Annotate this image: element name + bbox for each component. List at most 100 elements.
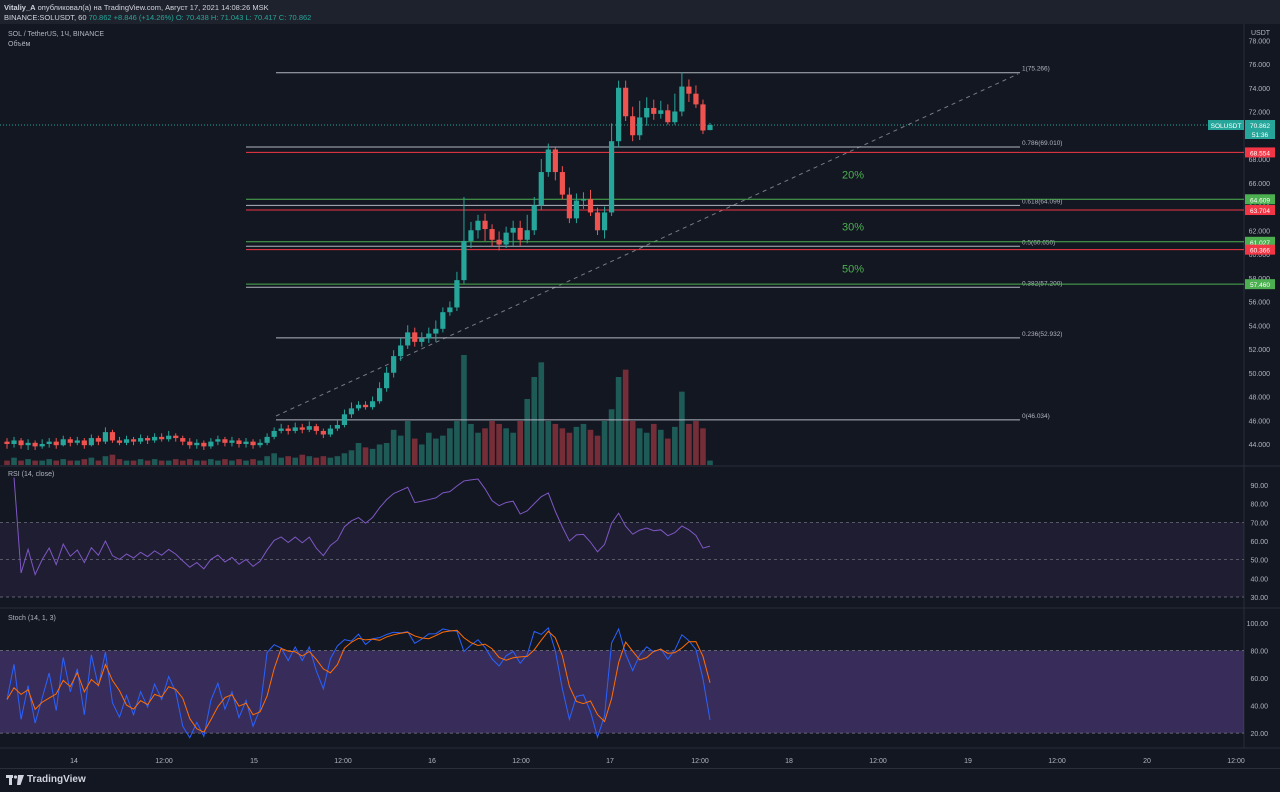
candle-body[interactable] <box>102 432 109 442</box>
candle-body[interactable] <box>74 440 80 443</box>
candle-body[interactable] <box>236 440 242 444</box>
candle-body[interactable] <box>587 199 594 213</box>
candle-body[interactable] <box>145 438 151 441</box>
candle-body[interactable] <box>658 110 664 114</box>
candle-body[interactable] <box>672 111 678 123</box>
fib-trend-line[interactable] <box>275 73 1019 417</box>
candle-body[interactable] <box>166 435 172 440</box>
candle-body[interactable] <box>594 212 601 231</box>
candle-body[interactable] <box>159 436 165 440</box>
candle-body[interactable] <box>152 436 158 441</box>
candle-body[interactable] <box>362 404 369 408</box>
candle-body[interactable] <box>503 232 509 245</box>
candle-body[interactable] <box>299 427 305 430</box>
chart-canvas[interactable]: 44.000 46.000 48.000 50.000 52.000 54.000 56.0… <box>0 24 1280 768</box>
candle-body[interactable] <box>468 230 474 241</box>
candle-body[interactable] <box>109 432 116 441</box>
candle-body[interactable] <box>53 441 59 446</box>
candle-body[interactable] <box>601 212 608 231</box>
candle-body[interactable] <box>285 428 291 431</box>
candle-body[interactable] <box>376 388 383 402</box>
candle-body[interactable] <box>123 439 130 443</box>
candle-body[interactable] <box>271 430 277 437</box>
candle-body[interactable] <box>180 438 186 442</box>
candle-body[interactable] <box>693 93 699 105</box>
candle-body[interactable] <box>25 442 31 446</box>
candle-body[interactable] <box>475 220 481 231</box>
candle-body[interactable] <box>398 345 404 357</box>
candle-body[interactable] <box>412 332 418 342</box>
candle-body[interactable] <box>665 110 671 123</box>
candle-body[interactable] <box>11 440 17 444</box>
candle-body[interactable] <box>201 442 207 447</box>
candle-body[interactable] <box>243 441 249 444</box>
candle-body[interactable] <box>644 107 650 118</box>
candle-body[interactable] <box>95 438 101 442</box>
candle-body[interactable] <box>229 440 235 443</box>
candle-body[interactable] <box>517 227 523 240</box>
candle-body[interactable] <box>566 194 572 219</box>
candle-body[interactable] <box>545 149 551 173</box>
candle-body[interactable] <box>320 430 326 435</box>
candle-body[interactable] <box>32 442 38 447</box>
candle-body[interactable] <box>257 442 263 446</box>
candle-body[interactable] <box>173 435 179 439</box>
candle-body[interactable] <box>215 439 221 442</box>
candle-body[interactable] <box>580 199 587 201</box>
candle-body[interactable] <box>278 428 284 431</box>
candle-body[interactable] <box>433 328 439 334</box>
candle-body[interactable] <box>348 408 355 415</box>
candle-body[interactable] <box>482 220 488 230</box>
candle-body[interactable] <box>510 227 516 233</box>
candle-body[interactable] <box>369 401 376 408</box>
candle-body[interactable] <box>630 116 636 136</box>
candle-body[interactable] <box>130 439 137 442</box>
candle-body[interactable] <box>137 438 144 442</box>
candle-body[interactable] <box>341 414 348 425</box>
candle-body[interactable] <box>250 441 256 446</box>
candle-body[interactable] <box>461 240 467 281</box>
candle-body[interactable] <box>306 426 312 430</box>
candle-body[interactable] <box>700 104 706 131</box>
candle-body[interactable] <box>18 440 24 446</box>
candle-body[interactable] <box>686 86 692 94</box>
tradingview-logo[interactable]: TradingView <box>6 774 86 785</box>
candle-body[interactable] <box>46 441 52 444</box>
candle-body[interactable] <box>531 205 537 231</box>
candle-body[interactable] <box>651 107 657 114</box>
candle-body[interactable] <box>419 338 425 342</box>
candle-body[interactable] <box>116 440 123 443</box>
candle-body[interactable] <box>39 444 45 447</box>
candle-body[interactable] <box>194 442 200 446</box>
candle-body[interactable] <box>440 312 446 329</box>
candle-body[interactable] <box>292 427 298 431</box>
candle-body[interactable] <box>637 117 643 136</box>
candle-body[interactable] <box>608 141 615 213</box>
candle-body[interactable] <box>81 440 87 446</box>
candle-body[interactable] <box>187 441 193 446</box>
candle-body[interactable] <box>524 230 530 240</box>
candle-body[interactable] <box>88 438 94 446</box>
candle-body[interactable] <box>426 333 432 339</box>
candle-body[interactable] <box>327 428 333 435</box>
candle-body[interactable] <box>559 172 565 195</box>
candle-body[interactable] <box>334 425 341 429</box>
candle-body[interactable] <box>616 87 622 142</box>
author-name[interactable]: Vitaliy_A <box>4 3 36 12</box>
candle-body[interactable] <box>489 229 495 240</box>
candle-body[interactable] <box>573 200 580 219</box>
candle-body[interactable] <box>454 280 460 308</box>
candle-body[interactable] <box>313 426 319 431</box>
candle-body[interactable] <box>623 87 629 117</box>
candle-body[interactable] <box>447 307 453 313</box>
candle-body[interactable] <box>208 441 214 447</box>
candle-body[interactable] <box>679 86 685 112</box>
candle-body[interactable] <box>496 239 502 245</box>
candle-body[interactable] <box>391 356 397 373</box>
candle-body[interactable] <box>67 439 73 443</box>
candle-body[interactable] <box>384 372 390 389</box>
candle-body[interactable] <box>60 439 66 446</box>
candle-body[interactable] <box>707 125 713 131</box>
candle-body[interactable] <box>4 441 10 444</box>
stoch-legend[interactable]: Stoch (14, 1, 3) <box>8 615 56 622</box>
